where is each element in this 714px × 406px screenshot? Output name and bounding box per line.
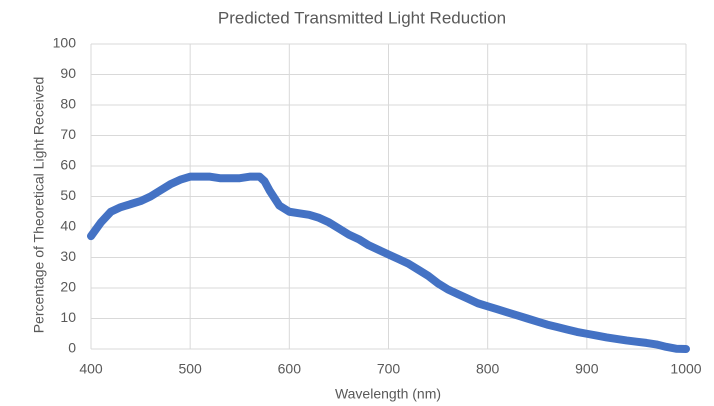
x-tick-label: 700 <box>377 361 401 377</box>
y-tick-label: 80 <box>60 96 76 112</box>
y-tick-label: 50 <box>60 187 76 203</box>
y-tick-label: 60 <box>60 157 76 173</box>
y-tick-label: 30 <box>60 248 76 264</box>
chart-title: Predicted Transmitted Light Reduction <box>218 8 506 27</box>
x-tick-label: 400 <box>79 361 103 377</box>
y-tick-label: 20 <box>60 279 76 295</box>
data-line <box>87 172 690 353</box>
x-axis-label: Wavelength (nm) <box>335 386 441 402</box>
x-tick-label: 1000 <box>670 361 701 377</box>
x-tick-label: 900 <box>575 361 599 377</box>
y-tick-label: 70 <box>60 126 76 142</box>
x-tick-label: 800 <box>476 361 500 377</box>
y-tick-label: 10 <box>60 309 76 325</box>
y-tick-label: 90 <box>60 65 76 81</box>
y-tick-label: 40 <box>60 218 76 234</box>
y-axis-label: Percentage of Theoretical Light Received <box>31 77 47 334</box>
x-tick-label: 600 <box>278 361 302 377</box>
y-tick-label: 100 <box>53 35 77 51</box>
y-tick-label: 0 <box>68 340 76 356</box>
x-tick-label: 500 <box>178 361 202 377</box>
